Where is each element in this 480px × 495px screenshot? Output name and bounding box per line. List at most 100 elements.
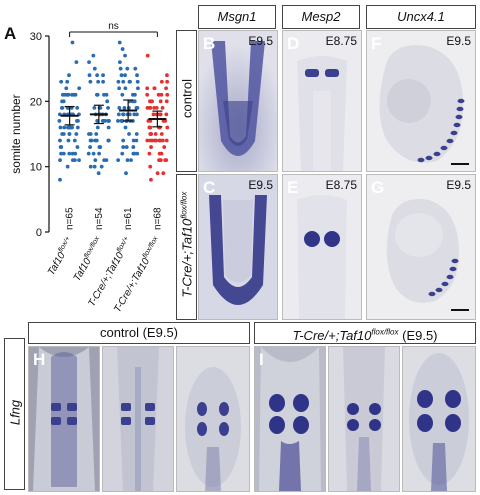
data-point (150, 99, 154, 104)
data-point (149, 177, 153, 182)
panel-h-image-2 (102, 346, 174, 492)
data-point (121, 79, 126, 84)
data-point (145, 53, 150, 58)
data-point (164, 138, 169, 143)
panel-h-embryo-1 (29, 347, 99, 491)
data-point (88, 164, 93, 169)
n-label-2: n=61 (123, 207, 134, 230)
gene-header-msgn1: Msgn1 (198, 5, 276, 29)
gene-header-mesp2: Mesp2 (282, 5, 360, 29)
data-point (95, 125, 100, 130)
data-point (157, 151, 162, 156)
data-point (165, 92, 170, 97)
data-point (97, 151, 101, 156)
data-point (164, 86, 168, 91)
data-point (116, 79, 121, 84)
data-point (95, 119, 100, 123)
data-point (119, 119, 124, 123)
data-point (160, 105, 165, 110)
data-point (94, 132, 99, 136)
data-point (158, 112, 163, 117)
data-point (131, 138, 136, 143)
data-point (120, 47, 125, 51)
data-point (96, 171, 101, 176)
data-point (70, 92, 74, 97)
data-point (134, 138, 139, 143)
control-e95-header: control (E9.5) (28, 322, 250, 344)
y-tick-label-2: 20 (30, 96, 42, 108)
panel-i-image-2 (328, 346, 400, 492)
panel-letter-g: G (371, 178, 385, 197)
data-point (135, 79, 140, 84)
data-point (92, 66, 97, 71)
data-point (158, 158, 163, 163)
panel-letter-c: C (203, 178, 216, 197)
data-point (102, 158, 107, 163)
mutant-e95-header-label: T-Cre/+;Taf10flox/flox (E9.5) (292, 328, 437, 343)
category-label-sup-2: flox/+ (116, 236, 131, 254)
row-label-control-box: control (176, 30, 197, 172)
row-label-mutant: T-Cre/+;Taf10flox/flox (179, 173, 194, 317)
data-point (67, 132, 72, 136)
panel-i-image-3 (402, 346, 476, 492)
data-point (62, 125, 67, 130)
data-point (163, 119, 168, 123)
data-point (88, 145, 92, 149)
data-point (59, 151, 63, 156)
category-label-sup-3: flox/flox (142, 235, 160, 259)
data-point (134, 132, 139, 136)
data-point (125, 158, 130, 163)
data-point (155, 171, 160, 176)
data-point (159, 92, 164, 97)
panel-c-embryo (199, 175, 277, 319)
data-point (164, 112, 169, 117)
data-point (73, 92, 78, 97)
data-point (164, 99, 169, 104)
stage-b: E9.5 (248, 34, 273, 48)
gene-header-mesp2-label: Mesp2 (301, 9, 341, 24)
data-point (75, 145, 80, 149)
data-point (87, 60, 91, 65)
panel-letter-i: I (259, 350, 264, 369)
data-point (97, 105, 102, 110)
panel-letter-e: E (287, 178, 299, 197)
panel-g-embryo (367, 175, 475, 319)
data-point (93, 138, 98, 143)
data-point (87, 73, 92, 78)
data-point (91, 151, 96, 156)
panel-f-image: F E9.5 (366, 30, 476, 172)
data-point (58, 138, 62, 143)
data-point (121, 112, 125, 117)
row-label-mutant-sup: flox/flox (179, 191, 189, 219)
data-point (120, 92, 125, 97)
data-point (154, 138, 159, 143)
data-point (74, 60, 79, 65)
panel-b-embryo (199, 31, 277, 171)
data-point (135, 151, 140, 156)
category-label-sup-1: flox/flox (83, 235, 101, 259)
data-point (92, 105, 97, 110)
scale-bar-g (451, 309, 469, 311)
panel-d-image: D E8.75 (282, 30, 362, 172)
panel-letter-f: F (371, 34, 382, 53)
data-point (57, 119, 62, 123)
panel-h-image-1: H (28, 346, 100, 492)
data-point (165, 79, 170, 84)
data-point (159, 79, 164, 84)
data-point (135, 73, 139, 78)
data-point (127, 132, 131, 136)
data-point (134, 112, 139, 117)
data-point (117, 105, 122, 110)
data-point (116, 158, 121, 163)
panel-f-embryo (367, 31, 475, 171)
panel-h-image-3 (176, 346, 250, 492)
data-point (58, 145, 63, 149)
data-point (105, 99, 110, 104)
data-point (147, 151, 152, 156)
data-point (120, 151, 125, 156)
panel-i-embryo-3 (403, 347, 475, 491)
category-label-1: Taf10flox/flox (71, 235, 106, 283)
control-e95-header-label: control (E9.5) (99, 325, 179, 340)
data-point (117, 40, 122, 45)
panel-h-embryo-2 (103, 347, 173, 491)
